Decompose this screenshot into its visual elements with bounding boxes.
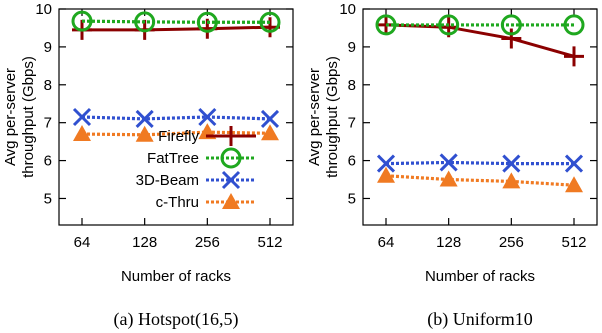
x-tick-label: 512 [257, 234, 282, 251]
data-point-fattree [500, 14, 522, 36]
data-point-fattree [438, 14, 460, 36]
x-tick-label: 512 [561, 234, 586, 251]
legend-label: c-Thru [156, 194, 199, 211]
data-point-3d-beam [72, 107, 92, 127]
data-point-fattree [375, 14, 397, 36]
data-point-3d-beam [135, 109, 154, 128]
data-point-3d-beam [564, 154, 584, 173]
data-point-3d-beam [260, 109, 280, 128]
x-ticks-a: 64 128 256 512 [74, 9, 283, 251]
y-axis-label-a-line1: Avg per-server [2, 68, 19, 166]
y-tick-label: 10 [339, 1, 356, 18]
data-point-c-thru [135, 125, 154, 142]
y-tick-label: 7 [44, 115, 52, 132]
data-point-c-thru [565, 176, 583, 193]
data-point-firefly [501, 28, 522, 49]
data-point-3d-beam [198, 107, 217, 127]
series-line-fattree [81, 19, 270, 24]
x-tick-label: 128 [436, 234, 461, 251]
x-tick-label: 64 [378, 234, 395, 251]
plot-frame-b [362, 8, 598, 226]
y-tick-label: 9 [44, 39, 52, 56]
y-ticks-a: 5 6 7 8 9 10 [35, 1, 293, 207]
chart-panel-hotspot: 5 6 7 8 9 10 64 128 256 512 Number of racks Avg … [2, 1, 294, 330]
data-point-c-thru [261, 124, 279, 141]
data-point-c-thru [377, 166, 395, 183]
series-group-a [71, 10, 281, 142]
legend-label: Firefly [158, 128, 199, 145]
data-point-fattree [71, 10, 93, 32]
plot-frame-a [58, 8, 294, 226]
data-point-3d-beam [439, 153, 458, 172]
x-axis-label-a: Number of racks [121, 268, 231, 285]
y-tick-label: 6 [348, 153, 356, 170]
legend-label: 3D-Beam [136, 172, 199, 189]
y-tick-label: 7 [348, 115, 356, 132]
data-point-c-thru [73, 125, 91, 142]
x-tick-label: 256 [499, 234, 524, 251]
x-tick-label: 64 [74, 234, 91, 251]
data-point-c-thru [502, 172, 521, 189]
series-line-firefly [385, 23, 575, 58]
data-point-fattree [196, 11, 218, 33]
data-point-fattree [563, 14, 585, 36]
caption-a: (a) Hotspot(16,5) [114, 309, 239, 330]
y-tick-label: 6 [44, 153, 52, 170]
x-axis-label-b: Number of racks [425, 268, 535, 285]
series-line-3d-beam [385, 160, 574, 166]
legend-label: FatTree [147, 150, 199, 167]
y-tick-label: 5 [44, 190, 52, 207]
y-axis-label-b-line2: throughput (Gbps) [324, 56, 341, 178]
data-point-fattree [134, 11, 156, 33]
x-tick-label: 256 [195, 234, 220, 251]
series-line-3d-beam [81, 115, 271, 121]
x-ticks-b: 64 128 256 512 [378, 9, 587, 251]
legend: Firefly FatTree 3D-Beam c-Thru [136, 126, 256, 211]
y-axis-label-a-line2: throughput (Gbps) [20, 56, 37, 178]
y-tick-label: 8 [44, 77, 52, 94]
legend-marker [221, 170, 241, 190]
y-tick-label: 10 [35, 1, 52, 18]
data-point-3d-beam [502, 154, 521, 173]
y-axis-label-b-line1: Avg per-server [306, 68, 323, 166]
legend-marker [221, 126, 241, 146]
y-ticks-b: 5 6 7 8 9 10 [339, 1, 597, 207]
series-line-c-thru [385, 174, 575, 187]
series-line-c-thru [81, 130, 271, 137]
data-point-firefly [564, 46, 584, 67]
caption-b: (b) Uniform10 [427, 309, 532, 330]
y-tick-label: 8 [348, 77, 356, 94]
y-tick-label: 9 [348, 39, 356, 56]
data-point-c-thru [439, 170, 458, 187]
data-point-3d-beam [376, 154, 396, 173]
y-tick-label: 5 [348, 190, 356, 207]
data-point-fattree [259, 11, 281, 33]
x-tick-label: 128 [132, 234, 157, 251]
series-group-b [375, 14, 585, 193]
series-line-firefly [82, 25, 271, 32]
chart-panel-uniform: 5 6 7 8 9 10 64 128 256 512 Number of racks Avg … [306, 1, 598, 330]
legend-marker [222, 193, 240, 209]
legend-marker [220, 147, 242, 169]
